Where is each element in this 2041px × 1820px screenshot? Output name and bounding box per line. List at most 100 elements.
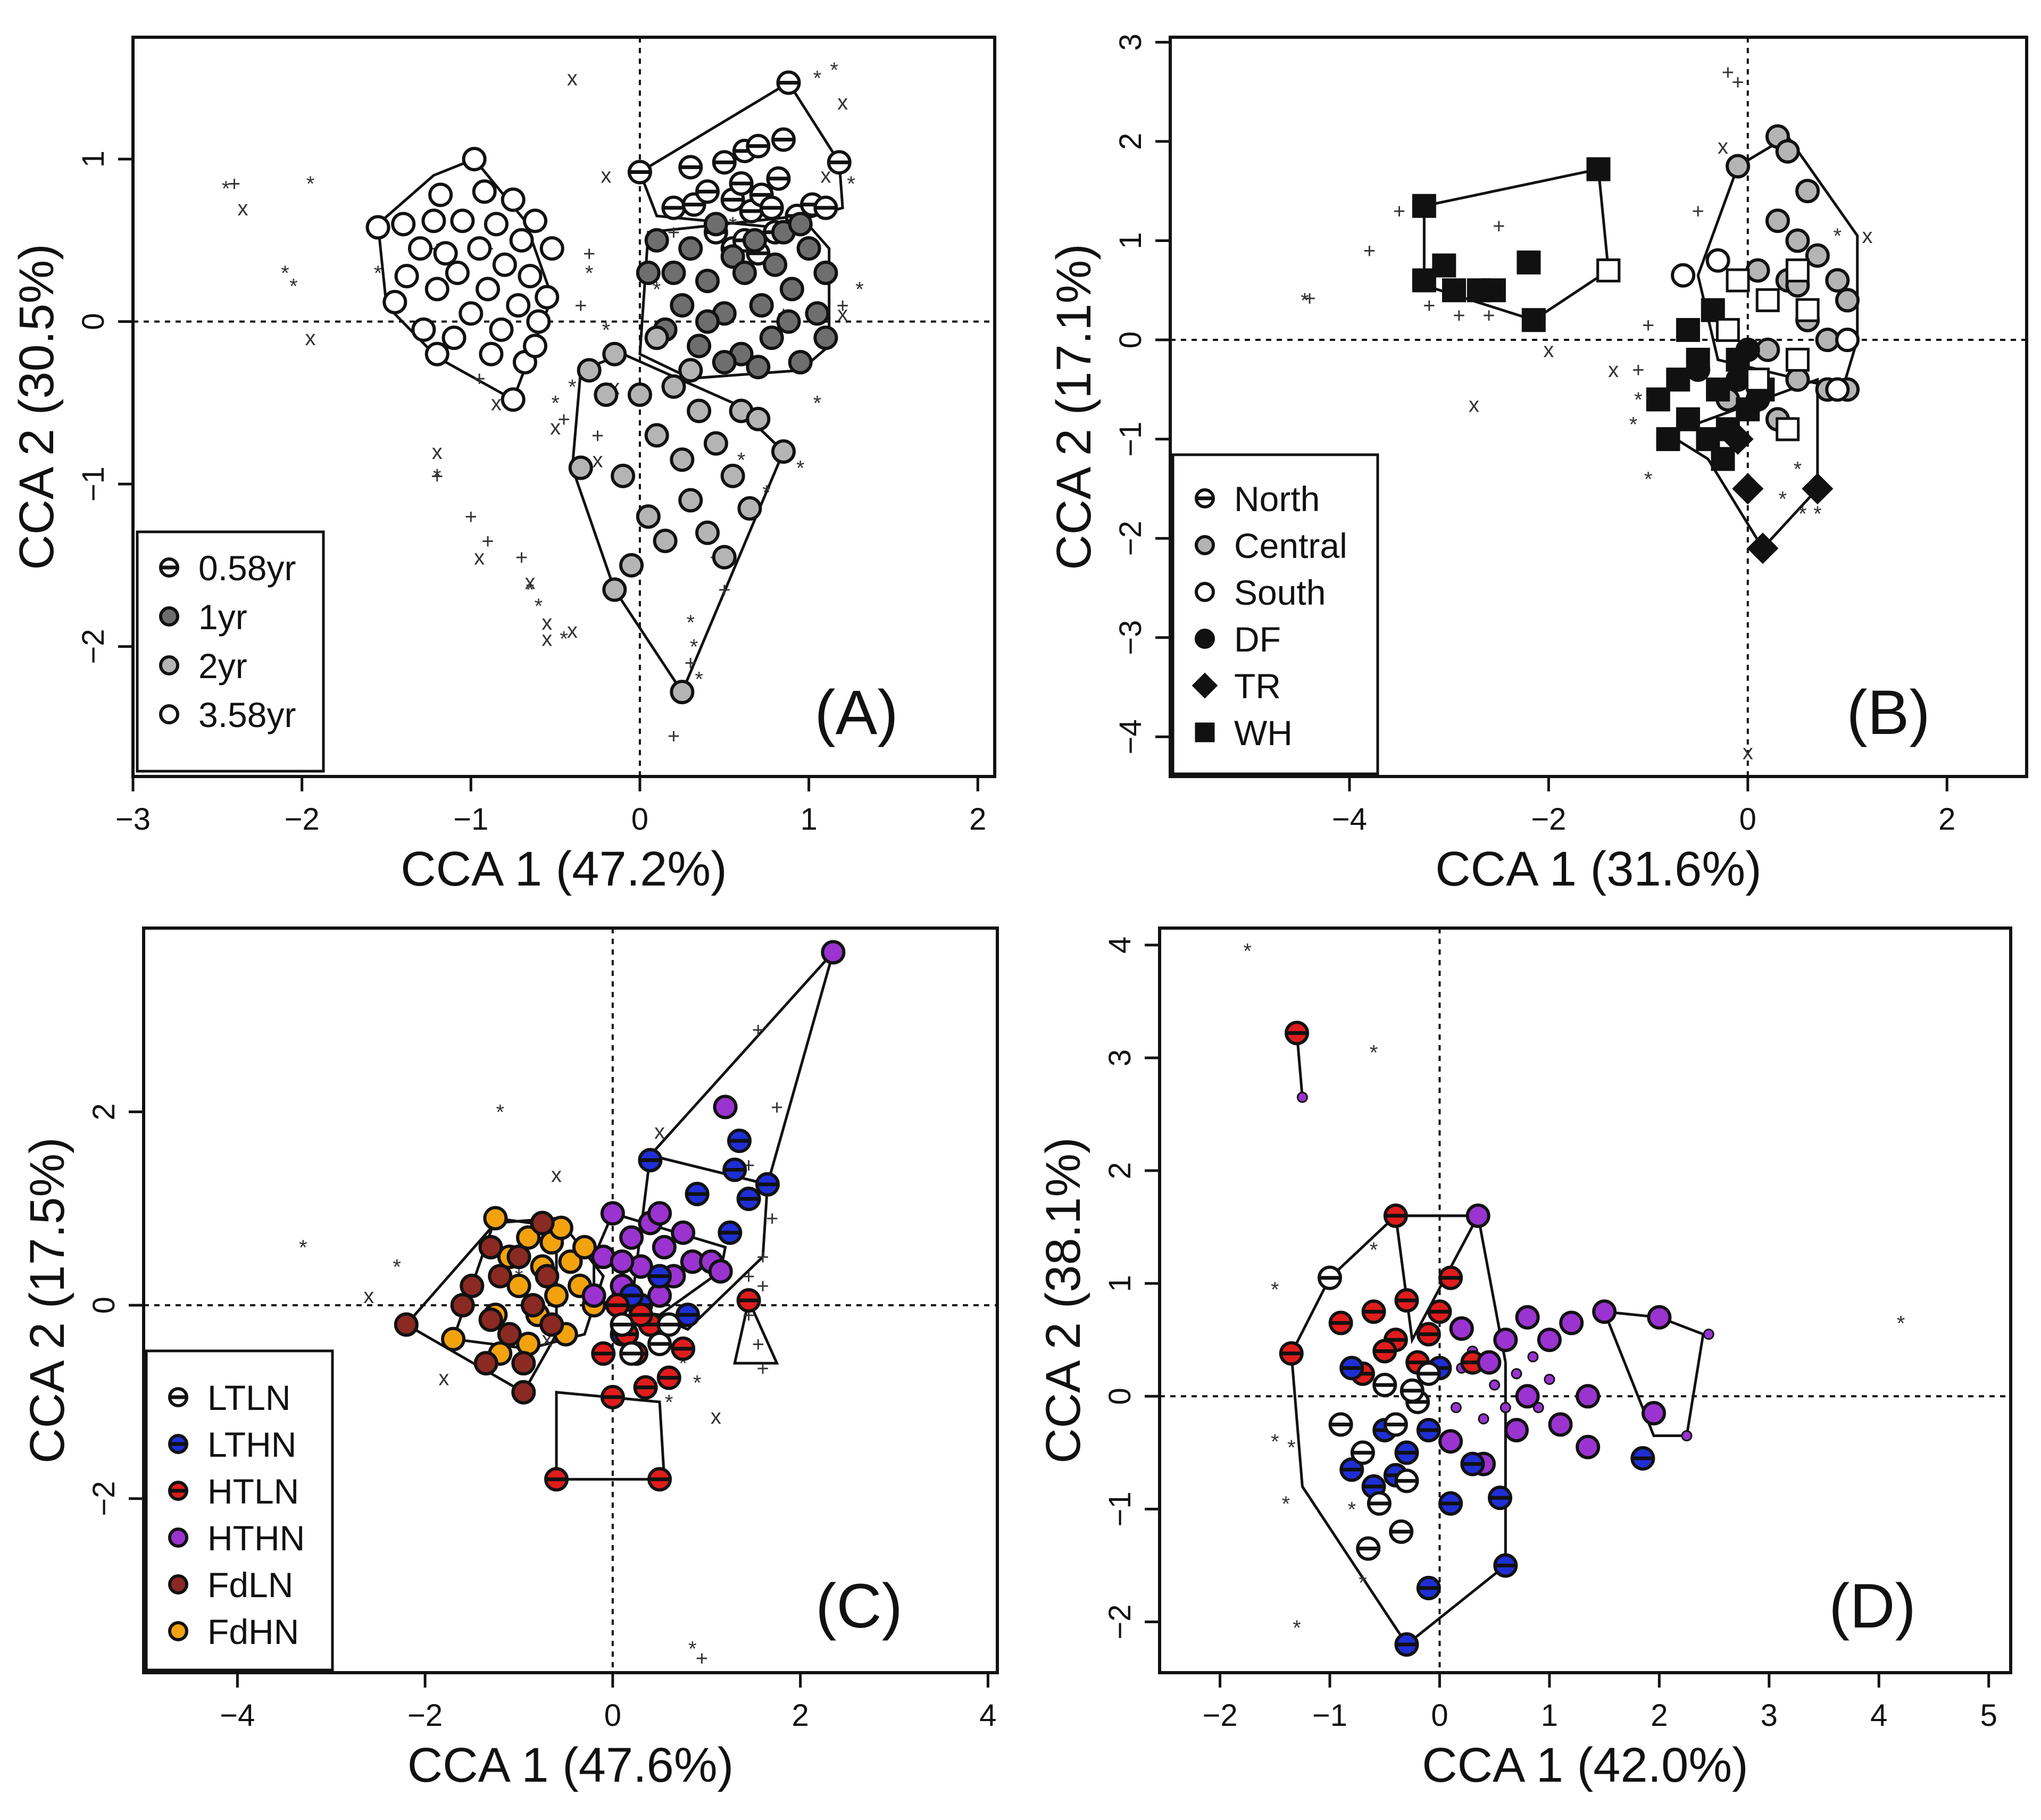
hull-2yr xyxy=(571,353,785,695)
legend-label: FdHN xyxy=(207,1612,299,1651)
species-star-mark: * xyxy=(1282,1492,1290,1516)
point-central xyxy=(1805,243,1830,268)
species-plus-mark: + xyxy=(1731,71,1744,94)
legend-label: 0.58yr xyxy=(198,548,296,588)
point-3-58yr xyxy=(523,333,547,358)
species-plus-mark: + xyxy=(1482,304,1495,327)
x-axis-title: CCA 1 (42.0%) xyxy=(1422,1738,1748,1792)
panel-label: (D) xyxy=(1829,1571,1916,1641)
point-3-58yr xyxy=(408,236,432,261)
species-plus-mark: + xyxy=(668,725,680,748)
point-2yr xyxy=(653,529,678,554)
species-plus-mark: + xyxy=(685,652,697,675)
x-tick-label: −2 xyxy=(1202,1698,1237,1733)
plot-frame xyxy=(142,926,999,1674)
x-tick-label: 5 xyxy=(1980,1698,1997,1733)
x-tick-label: 4 xyxy=(979,1698,996,1733)
legend-label: HTLN xyxy=(207,1472,299,1511)
legend-label: 3.58yr xyxy=(198,695,296,734)
species-star-mark: * xyxy=(1794,458,1802,481)
species-star-mark: * xyxy=(1271,1278,1279,1301)
point-fdhn xyxy=(483,1206,508,1231)
point-fdhn xyxy=(572,1235,597,1259)
x-tick-label: −3 xyxy=(115,802,151,837)
species-star-mark: * xyxy=(1644,467,1653,491)
y-tick-label: 3 xyxy=(1103,1049,1137,1066)
point-wh-cluster-right- xyxy=(1706,377,1730,402)
species-x-mark: x xyxy=(820,164,831,188)
hull-extra xyxy=(647,951,835,1186)
x-tick-label: 0 xyxy=(631,802,648,837)
point-central xyxy=(1755,337,1780,362)
species-dot-mark xyxy=(1296,1091,1308,1103)
y-tick-label: −2 xyxy=(1113,521,1148,556)
point-hthn xyxy=(647,1201,672,1226)
point-3-58yr xyxy=(526,309,551,334)
legend-marker-df xyxy=(1195,629,1215,649)
y-tick-label: −1 xyxy=(76,466,111,502)
species-plus-mark: + xyxy=(481,530,494,553)
species-x-mark: x xyxy=(1608,358,1619,382)
point-2yr xyxy=(678,358,703,383)
point-fdhn xyxy=(544,1283,569,1308)
point-1yr xyxy=(644,228,669,253)
point-south xyxy=(1835,328,1860,353)
point-tr xyxy=(1722,423,1754,455)
x-tick-label: 0 xyxy=(1431,1698,1448,1733)
legend-label: 1yr xyxy=(198,597,247,637)
species-plus-mark: + xyxy=(766,1207,778,1230)
point-3-58yr xyxy=(433,241,458,266)
point-3-58yr xyxy=(391,212,416,237)
point-df xyxy=(1686,357,1711,382)
point-3-58yr xyxy=(382,289,407,314)
y-axis-title: CCA 2 (17.5%) xyxy=(20,1137,74,1464)
species-plus-mark: + xyxy=(756,1275,769,1298)
point-white-squares xyxy=(1715,318,1740,342)
species-plus-mark: + xyxy=(756,1357,769,1380)
species-star-mark: * xyxy=(1287,1436,1296,1459)
x-tick-label: −4 xyxy=(1332,802,1367,837)
point-hthn xyxy=(821,940,846,965)
species-star-mark: * xyxy=(796,457,805,480)
species-star-mark: * xyxy=(653,278,661,302)
species-plus-mark: + xyxy=(836,294,848,318)
point-hthn xyxy=(1576,1384,1601,1409)
point-1yr xyxy=(678,236,703,261)
point-wh-cluster-right- xyxy=(1666,368,1690,392)
point-fdln xyxy=(394,1312,419,1337)
species-plus-mark: + xyxy=(465,505,477,529)
point-hthn xyxy=(1438,1429,1463,1454)
point-fdhn xyxy=(516,1225,541,1250)
legend-label: 2yr xyxy=(198,646,247,686)
point-2yr xyxy=(636,504,661,529)
species-dot-mark xyxy=(1478,1413,1489,1425)
species-plus-mark: + xyxy=(771,1096,783,1119)
point-wellhead-group-left- xyxy=(1432,253,1456,278)
species-x-mark: x xyxy=(1469,393,1479,416)
y-tick-label: −2 xyxy=(1103,1604,1137,1639)
point-3-58yr xyxy=(476,277,501,302)
species-dot-mark xyxy=(1489,1379,1501,1391)
panel-b: −4 −2 0 2 −4 −3 −2 −1 0 1 2 3 CCA 1 (31.6%) CCA 2 (17… xyxy=(1047,34,2028,896)
legend-label: LTLN xyxy=(207,1378,291,1417)
point-hthn xyxy=(713,1095,738,1120)
species-star-mark: * xyxy=(306,172,315,196)
species-plus-mark: + xyxy=(515,546,528,570)
x-axis-title: CCA 1 (47.6%) xyxy=(407,1738,734,1792)
point-2yr xyxy=(720,463,745,488)
species-star-mark: * xyxy=(1293,1616,1301,1640)
point-fdln xyxy=(506,1245,531,1270)
point-white-squares xyxy=(1776,417,1800,441)
legend-label: WH xyxy=(1234,713,1293,753)
species-x-mark: x xyxy=(550,416,561,439)
point-1yr xyxy=(732,260,757,285)
species-star-mark: * xyxy=(281,262,289,285)
species-star-mark: * xyxy=(1629,413,1638,437)
point-fdln xyxy=(460,1273,485,1298)
x-tick-label: 0 xyxy=(604,1698,621,1733)
point-hthn xyxy=(1642,1401,1667,1426)
point-south xyxy=(1705,248,1730,273)
point-3-58yr xyxy=(489,317,514,342)
y-tick-label: 1 xyxy=(1103,1275,1137,1292)
legend-label: TR xyxy=(1234,666,1281,706)
